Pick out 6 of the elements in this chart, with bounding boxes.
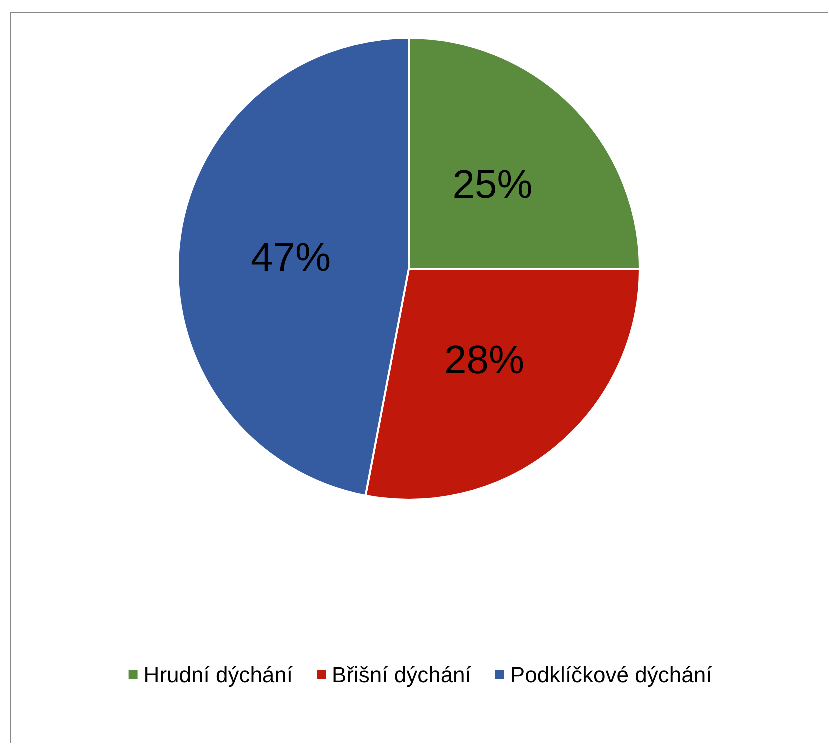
data-label: 25% <box>452 163 533 208</box>
data-label: 28% <box>444 338 525 382</box>
legend-label: Hrudní dýchání <box>144 662 294 688</box>
legend-label: Břišní dýchání <box>332 662 472 688</box>
data-label: 47% <box>250 236 332 280</box>
legend-label: Podklíčkové dýchání <box>510 662 712 688</box>
